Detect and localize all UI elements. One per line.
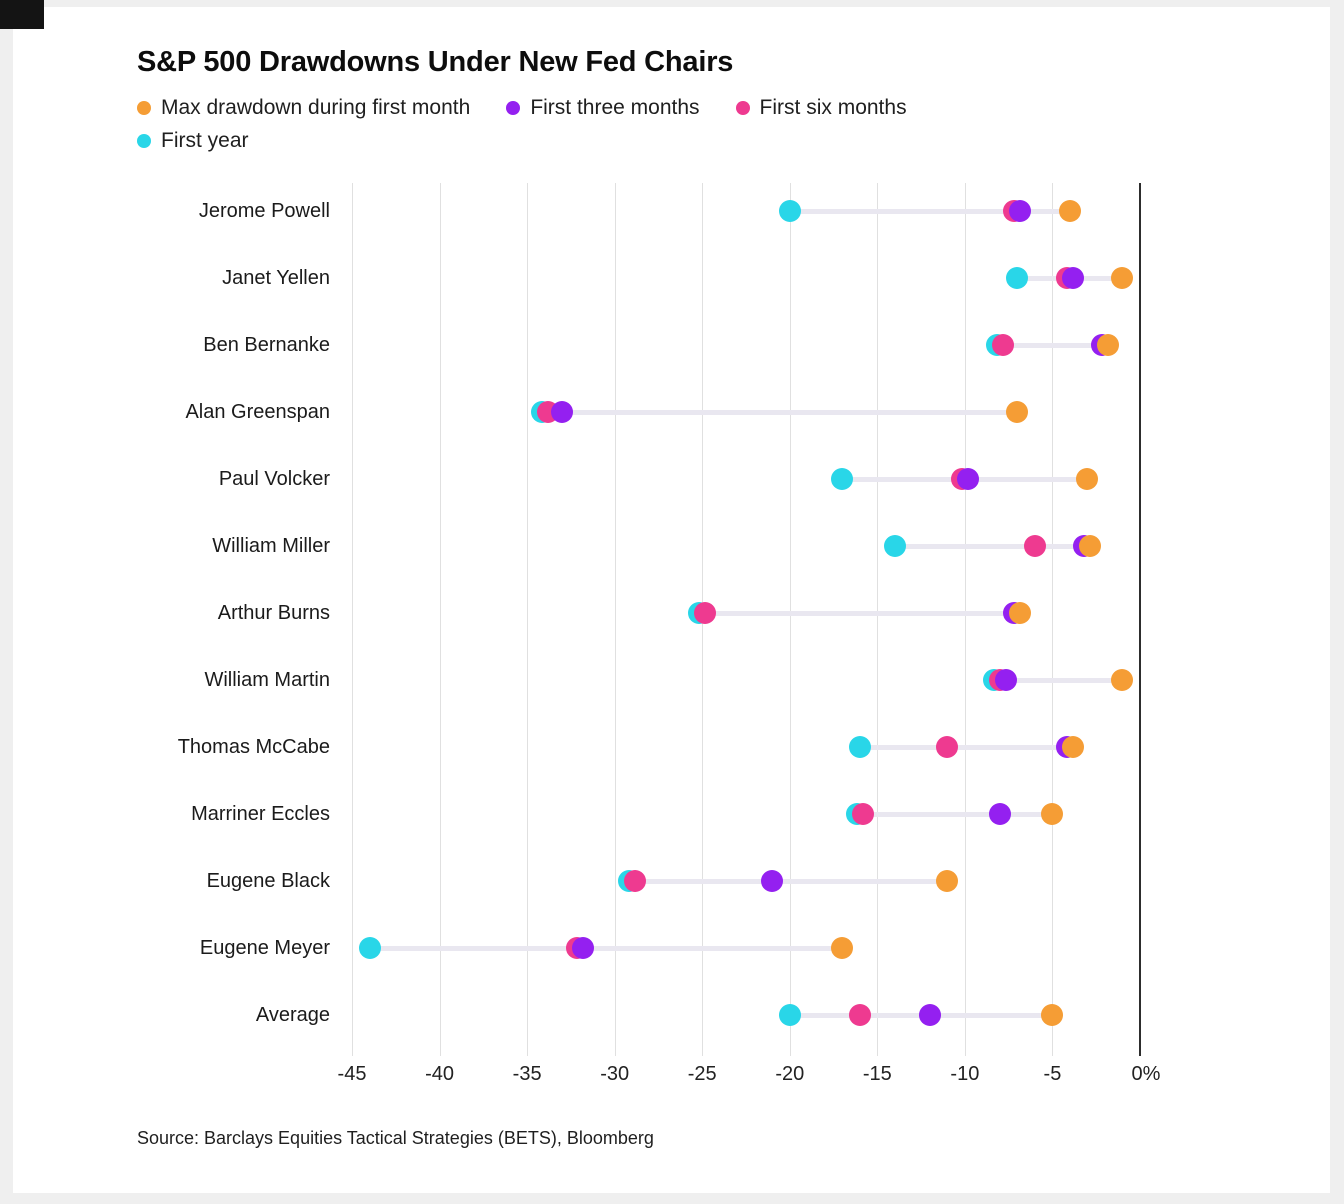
dot-three_months xyxy=(988,803,1011,825)
row-label: Paul Volcker xyxy=(218,468,330,490)
dot-six_months xyxy=(1023,535,1046,557)
legend-label: First six months xyxy=(759,96,907,119)
connector-line xyxy=(996,342,1108,348)
dot-first_month xyxy=(936,870,959,892)
legend-label: First three months xyxy=(530,96,700,119)
page-edge-top xyxy=(0,0,1344,7)
connector-line xyxy=(894,543,1091,549)
page-edge-right xyxy=(1330,0,1344,1204)
x-tick-label: -20 xyxy=(775,1063,805,1085)
row-label: Janet Yellen xyxy=(222,267,330,289)
row-label: Jerome Powell xyxy=(198,200,330,222)
dot-first_year xyxy=(848,736,871,758)
gridline xyxy=(1052,183,1054,1056)
gridline xyxy=(614,183,616,1056)
dot-first_month xyxy=(1006,401,1029,423)
connector-line xyxy=(541,409,1018,415)
connector-line xyxy=(856,811,1053,817)
row-label: Average xyxy=(255,1004,330,1026)
dot-three_months xyxy=(956,468,979,490)
connector-line xyxy=(369,945,843,951)
gridline xyxy=(789,183,791,1056)
row-label: William Martin xyxy=(204,669,330,691)
gridline xyxy=(527,183,529,1056)
x-tick-label: -10 xyxy=(950,1063,980,1085)
legend-item-first_year: First year xyxy=(137,129,249,153)
dot-first_month xyxy=(1041,1004,1064,1026)
connector-line xyxy=(789,208,1070,214)
connector-line xyxy=(629,878,948,884)
dot-three_months xyxy=(1009,200,1032,222)
dot-first_year xyxy=(778,1004,801,1026)
row-label: Thomas McCabe xyxy=(177,736,330,758)
dot-six_months xyxy=(936,736,959,758)
dot-three_months xyxy=(761,870,784,892)
legend-item-first_month: Max drawdown during first month xyxy=(137,96,470,120)
connector-line xyxy=(859,744,1073,750)
dot-six_months xyxy=(694,602,717,624)
legend-label: First year xyxy=(161,129,249,152)
x-tick-label: -40 xyxy=(425,1063,454,1085)
dot-six_months xyxy=(991,334,1014,356)
x-tick-label: -45 xyxy=(337,1063,367,1085)
gridline xyxy=(964,183,966,1056)
row-label: Alan Greenspan xyxy=(185,401,330,423)
dot-first_month xyxy=(1111,267,1134,289)
legend-item-three_months: First three months xyxy=(506,96,700,120)
dot-first_year xyxy=(1006,267,1029,289)
x-tick-label: 0% xyxy=(1131,1063,1161,1085)
x-tick-label: -30 xyxy=(600,1063,630,1085)
row-label: Eugene Meyer xyxy=(199,937,330,959)
gridline xyxy=(439,183,441,1056)
dot-six_months xyxy=(624,870,647,892)
legend-dot-three_months-icon xyxy=(506,101,521,115)
x-tick-label: -5 xyxy=(1043,1063,1062,1085)
dot-first_month xyxy=(1041,803,1064,825)
row-label: Ben Bernanke xyxy=(203,334,330,356)
source-note: Source: Barclays Equities Tactical Strat… xyxy=(137,1128,654,1148)
dot-first_month xyxy=(1079,535,1102,557)
legend-dot-six_months-icon xyxy=(735,101,750,115)
legend: Max drawdown during first month First thr… xyxy=(137,96,1047,153)
page-edge-bottom xyxy=(0,1193,1344,1204)
dot-first_year xyxy=(778,200,801,222)
chart-title: S&P 500 Drawdowns Under New Fed Chairs xyxy=(137,46,734,78)
dot-three_months xyxy=(918,1004,941,1026)
dot-first_year xyxy=(358,937,381,959)
dot-three_months xyxy=(571,937,594,959)
dot-first_month xyxy=(1061,736,1084,758)
dot-first_month xyxy=(831,937,854,959)
dot-first_year xyxy=(883,535,906,557)
row-label: Eugene Black xyxy=(206,870,330,892)
page-edge-left xyxy=(0,0,13,1204)
dot-six_months xyxy=(848,1004,871,1026)
row-label: William Miller xyxy=(212,535,330,557)
row-label: Arthur Burns xyxy=(217,602,330,624)
connector-line xyxy=(993,677,1123,683)
dot-three_months xyxy=(551,401,574,423)
dot-first_month xyxy=(1111,669,1134,691)
dot-first_year xyxy=(831,468,854,490)
x-tick-label: -35 xyxy=(512,1063,542,1085)
dot-first_month xyxy=(1076,468,1099,490)
legend-label: Max drawdown during first month xyxy=(161,96,471,119)
gridline xyxy=(877,183,879,1056)
connector-line xyxy=(699,610,1021,616)
x-tick-label: -15 xyxy=(862,1063,892,1085)
dot-first_month xyxy=(1009,602,1032,624)
legend-dot-first_month-icon xyxy=(137,101,151,115)
x-tick-label: -25 xyxy=(687,1063,717,1085)
dot-six_months xyxy=(851,803,874,825)
legend-item-six_months: First six months xyxy=(735,96,907,120)
dot-first_month xyxy=(1096,334,1119,356)
dot-three_months xyxy=(994,669,1017,691)
dot-first_month xyxy=(1058,200,1081,222)
gridline xyxy=(352,183,353,1056)
row-label: Marriner Eccles xyxy=(191,803,330,825)
dot-three_months xyxy=(1061,267,1084,289)
legend-dot-first_year-icon xyxy=(137,134,151,148)
screenshot-corner-artifact xyxy=(0,0,44,29)
zero-axis-line xyxy=(1139,183,1141,1056)
